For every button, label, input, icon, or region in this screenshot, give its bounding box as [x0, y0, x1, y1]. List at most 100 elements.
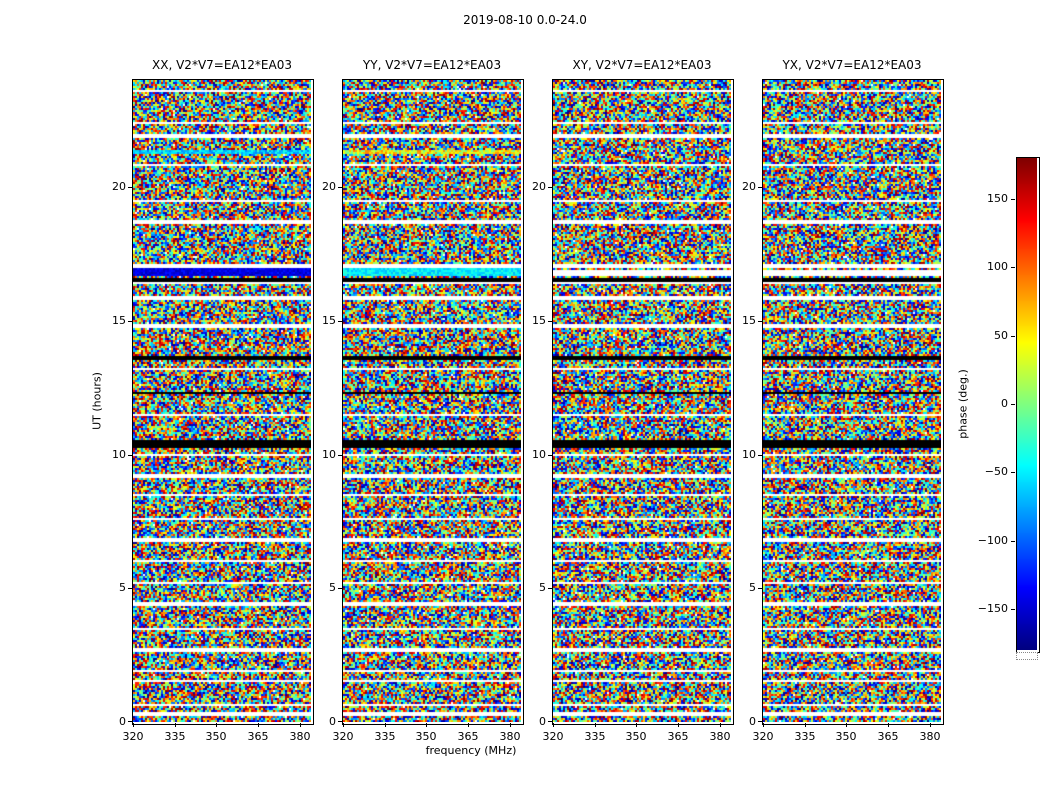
colorbar-tick-label: 50 [994, 329, 1008, 342]
x-tick-label: 320 [752, 730, 774, 743]
panel-title-xy: XY, V2*V7=EA12*EA03 [572, 58, 712, 72]
colorbar-tick-mark [1011, 404, 1015, 405]
x-tick-label: 365 [247, 730, 269, 743]
x-tick-mark [720, 723, 721, 727]
x-tick-label: 350 [205, 730, 227, 743]
y-tick-label: 0 [539, 715, 546, 728]
x-tick-mark [300, 723, 301, 727]
y-tick-mark [548, 588, 552, 589]
x-tick-label: 350 [835, 730, 857, 743]
y-tick-mark [758, 187, 762, 188]
colorbar-tick-mark [1011, 267, 1015, 268]
y-tick-mark [758, 321, 762, 322]
y-tick-mark [758, 721, 762, 722]
x-tick-label: 380 [919, 730, 941, 743]
x-axis-label: frequency (MHz) [425, 744, 517, 757]
heatmap-panel-yy [342, 79, 524, 725]
colorbar-tick-mark [1011, 472, 1015, 473]
y-tick-mark [758, 588, 762, 589]
heatmap-canvas-xx [133, 80, 311, 722]
colorbar-tick-label: −150 [977, 602, 1008, 615]
x-tick-label: 365 [457, 730, 479, 743]
x-tick-mark [216, 723, 217, 727]
y-tick-mark [128, 455, 132, 456]
colorbar-tick-label: 150 [987, 192, 1008, 205]
y-tick-label: 20 [742, 180, 756, 193]
colorbar-tick-label: 0 [1001, 397, 1008, 410]
y-tick-label: 10 [532, 448, 546, 461]
x-tick-mark [678, 723, 679, 727]
y-tick-label: 5 [539, 581, 546, 594]
y-tick-label: 0 [329, 715, 336, 728]
panel-title-xx: XX, V2*V7=EA12*EA03 [152, 58, 292, 72]
x-tick-mark [426, 723, 427, 727]
colorbar [1016, 157, 1040, 653]
x-tick-mark [595, 723, 596, 727]
x-tick-label: 365 [667, 730, 689, 743]
y-tick-mark [338, 321, 342, 322]
x-tick-label: 350 [625, 730, 647, 743]
x-tick-mark [175, 723, 176, 727]
colorbar-tick-mark [1011, 609, 1015, 610]
y-tick-label: 10 [322, 448, 336, 461]
y-tick-mark [128, 187, 132, 188]
y-tick-mark [128, 321, 132, 322]
x-tick-label: 335 [794, 730, 816, 743]
y-tick-label: 0 [749, 715, 756, 728]
x-tick-label: 335 [374, 730, 396, 743]
y-tick-label: 15 [322, 314, 336, 327]
figure-title: 2019-08-10 0.0-24.0 [463, 13, 587, 27]
heatmap-canvas-yy [343, 80, 521, 722]
panel-title-yy: YY, V2*V7=EA12*EA03 [362, 58, 502, 72]
x-tick-label: 335 [164, 730, 186, 743]
x-tick-label: 365 [877, 730, 899, 743]
y-tick-label: 10 [742, 448, 756, 461]
x-tick-label: 335 [584, 730, 606, 743]
x-tick-mark [636, 723, 637, 727]
y-tick-label: 0 [119, 715, 126, 728]
panel-title-yx: YX, V2*V7=EA12*EA03 [782, 58, 922, 72]
x-tick-label: 380 [499, 730, 521, 743]
y-tick-mark [758, 455, 762, 456]
colorbar-tick-label: −100 [977, 534, 1008, 547]
x-tick-mark [343, 723, 344, 727]
colorbar-tick-label: 100 [987, 260, 1008, 273]
x-tick-label: 320 [122, 730, 144, 743]
y-tick-mark [128, 588, 132, 589]
y-tick-mark [338, 187, 342, 188]
x-tick-label: 320 [542, 730, 564, 743]
y-tick-mark [548, 455, 552, 456]
x-tick-mark [805, 723, 806, 727]
y-tick-mark [548, 721, 552, 722]
y-tick-label: 5 [749, 581, 756, 594]
x-tick-mark [763, 723, 764, 727]
y-tick-mark [548, 321, 552, 322]
x-tick-label: 380 [709, 730, 731, 743]
x-tick-mark [510, 723, 511, 727]
y-tick-mark [338, 588, 342, 589]
colorbar-label: phase (deg.) [956, 369, 970, 439]
colorbar-tick-mark [1011, 199, 1015, 200]
y-tick-label: 5 [119, 581, 126, 594]
colorbar-gradient [1017, 158, 1037, 650]
y-tick-mark [548, 187, 552, 188]
y-tick-label: 20 [322, 180, 336, 193]
y-tick-label: 15 [532, 314, 546, 327]
colorbar-tick-label: −50 [984, 465, 1008, 478]
heatmap-panel-yx [762, 79, 944, 725]
x-tick-mark [258, 723, 259, 727]
y-tick-label: 15 [112, 314, 126, 327]
x-tick-mark [133, 723, 134, 727]
heatmap-panel-xy [552, 79, 734, 725]
x-tick-mark [846, 723, 847, 727]
heatmap-panel-xx [132, 79, 314, 725]
y-tick-mark [338, 455, 342, 456]
y-tick-mark [338, 721, 342, 722]
colorbar-bad-swatch [1016, 652, 1038, 660]
x-tick-mark [888, 723, 889, 727]
y-tick-label: 20 [532, 180, 546, 193]
x-tick-mark [930, 723, 931, 727]
heatmap-canvas-xy [553, 80, 731, 722]
heatmap-canvas-yx [763, 80, 941, 722]
